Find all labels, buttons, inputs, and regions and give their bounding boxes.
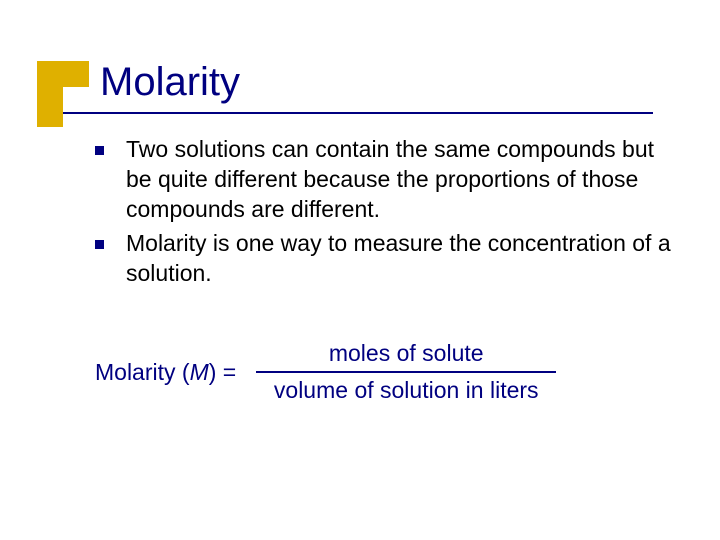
equation-label-prefix: Molarity ( (95, 359, 190, 385)
bullet-text: Molarity is one way to measure the conce… (126, 229, 675, 289)
fraction: moles of solute volume of solution in li… (256, 340, 556, 404)
title-underline (63, 112, 653, 114)
accent-block-top (37, 61, 89, 87)
molarity-equation: Molarity (M) = moles of solute volume of… (95, 340, 556, 404)
equation-label-suffix: ) = (209, 359, 236, 385)
bullet-text: Two solutions can contain the same compo… (126, 135, 675, 225)
fraction-numerator: moles of solute (319, 340, 494, 371)
slide-title: Molarity (100, 60, 240, 105)
equation-label-italic: M (190, 359, 209, 385)
bullet-marker-icon (95, 146, 104, 155)
bullet-marker-icon (95, 240, 104, 249)
list-item: Molarity is one way to measure the conce… (95, 229, 675, 289)
accent-block-bottom (37, 87, 63, 127)
bullet-list: Two solutions can contain the same compo… (95, 135, 675, 292)
equation-label: Molarity (M) = (95, 359, 236, 386)
list-item: Two solutions can contain the same compo… (95, 135, 675, 225)
fraction-denominator: volume of solution in liters (264, 373, 549, 404)
